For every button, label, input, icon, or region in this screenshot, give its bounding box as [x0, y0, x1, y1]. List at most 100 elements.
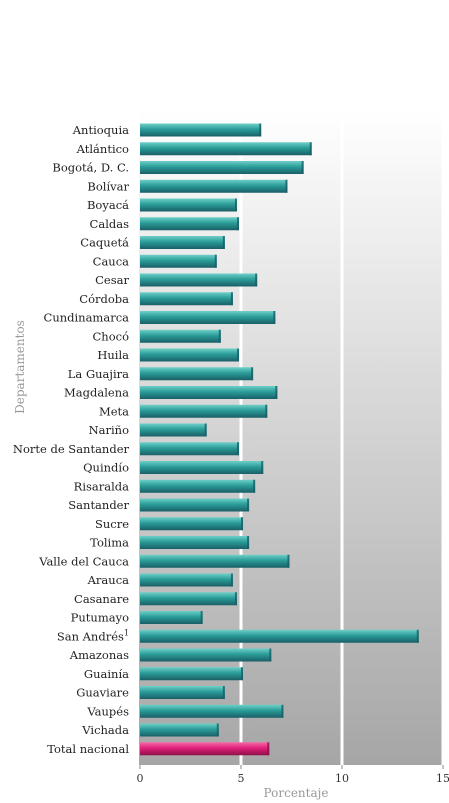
- bar-end-cap: [236, 217, 239, 231]
- category-label: Total nacional: [47, 742, 129, 756]
- bar-group: [140, 123, 262, 137]
- category-label: Nariño: [89, 423, 130, 437]
- bar: [140, 142, 312, 156]
- bar-group: [140, 704, 284, 718]
- bar-group: [140, 611, 203, 624]
- category-label: Guainía: [84, 667, 129, 681]
- category-label: Magdalena: [64, 386, 129, 400]
- category-label: Vaupés: [86, 704, 129, 718]
- bar-group: [140, 236, 225, 249]
- bar-group: [140, 404, 268, 418]
- bar: [140, 161, 304, 174]
- category-label: Risaralda: [74, 479, 129, 493]
- bar-end-cap: [204, 423, 207, 437]
- category-label: Cesar: [95, 273, 129, 287]
- bar: [140, 517, 244, 531]
- bar: [140, 198, 237, 212]
- bar-group: [140, 479, 256, 493]
- bar-end-cap: [281, 704, 284, 718]
- bar-group: [140, 329, 221, 343]
- bar-group: [140, 311, 276, 324]
- category-label: Casanare: [74, 592, 129, 606]
- bar-group: [140, 461, 264, 474]
- bar: [140, 442, 239, 456]
- bar: [140, 611, 203, 624]
- category-label: Santander: [68, 498, 129, 512]
- category-label: Amazonas: [69, 648, 129, 662]
- bar-end-cap: [236, 348, 239, 362]
- bar: [140, 179, 288, 193]
- bar-end-cap: [267, 742, 270, 756]
- bar-end-cap: [301, 161, 304, 174]
- x-tick-label: 0: [137, 772, 144, 785]
- x-tick-label: 15: [436, 772, 449, 785]
- bar-end-cap: [247, 498, 250, 512]
- category-label: Bogotá, D. C.: [52, 161, 129, 175]
- bar-group: [140, 517, 244, 531]
- category-label: San Andrés1: [57, 628, 129, 643]
- category-label: Huila: [97, 348, 129, 362]
- bar-end-cap: [200, 611, 203, 624]
- bar: [140, 404, 268, 418]
- bars: [140, 123, 419, 756]
- bar: [140, 273, 258, 287]
- bar-end-cap: [234, 198, 237, 212]
- category-label: Chocó: [93, 329, 130, 343]
- bar: [140, 367, 254, 381]
- bar-group: [140, 254, 217, 268]
- bar-end-cap: [241, 667, 244, 681]
- bar-end-cap: [269, 648, 272, 662]
- bar-end-cap: [255, 273, 258, 287]
- category-label: Antioquia: [72, 123, 129, 137]
- bar: [140, 461, 264, 474]
- bar-end-cap: [236, 442, 239, 456]
- bar-group: [140, 348, 239, 362]
- bar-end-cap: [222, 236, 225, 249]
- bar-group: [140, 198, 237, 212]
- bar-group: [140, 273, 258, 287]
- bar: [140, 686, 225, 699]
- bar-end-cap: [261, 461, 264, 474]
- bar: [140, 254, 217, 268]
- bar-group: [140, 742, 270, 756]
- bar-end-cap: [275, 386, 278, 399]
- category-label: Caldas: [90, 217, 130, 231]
- bar-end-cap: [309, 142, 312, 156]
- bar-end-cap: [251, 367, 254, 381]
- category-label: Sucre: [95, 517, 129, 531]
- bar: [140, 329, 221, 343]
- bar: [140, 592, 237, 606]
- bar-end-cap: [247, 536, 250, 549]
- bar: [140, 217, 239, 231]
- bar-group: [140, 573, 233, 587]
- bar-end-cap: [230, 573, 233, 587]
- bar-end-cap: [253, 479, 256, 493]
- x-tick-label: 5: [238, 772, 245, 785]
- category-label: Arauca: [87, 573, 130, 587]
- bar-group: [140, 648, 272, 662]
- bar-end-cap: [265, 404, 268, 418]
- bar: [140, 123, 262, 137]
- category-label: Córdoba: [79, 292, 129, 306]
- bar: [140, 498, 250, 512]
- bar-group: [140, 142, 312, 156]
- category-label: Boyacá: [87, 198, 129, 212]
- x-tick-label: 10: [335, 772, 349, 785]
- bar: [140, 667, 244, 681]
- bar-group: [140, 442, 239, 456]
- category-label: Valle del Cauca: [38, 554, 129, 568]
- bar-end-cap: [218, 329, 221, 343]
- category-label: Guaviare: [76, 686, 129, 700]
- bar-end-cap: [234, 592, 237, 606]
- bar-group: [140, 498, 250, 512]
- bar-group: [140, 386, 278, 399]
- bar: [140, 423, 207, 437]
- category-label: Cundinamarca: [44, 311, 130, 325]
- bar-end-cap: [416, 629, 419, 643]
- bar-group: [140, 723, 219, 737]
- bar: [140, 554, 290, 568]
- bar-group: [140, 536, 250, 549]
- category-label: Vichada: [81, 723, 129, 737]
- bar-end-cap: [273, 311, 276, 324]
